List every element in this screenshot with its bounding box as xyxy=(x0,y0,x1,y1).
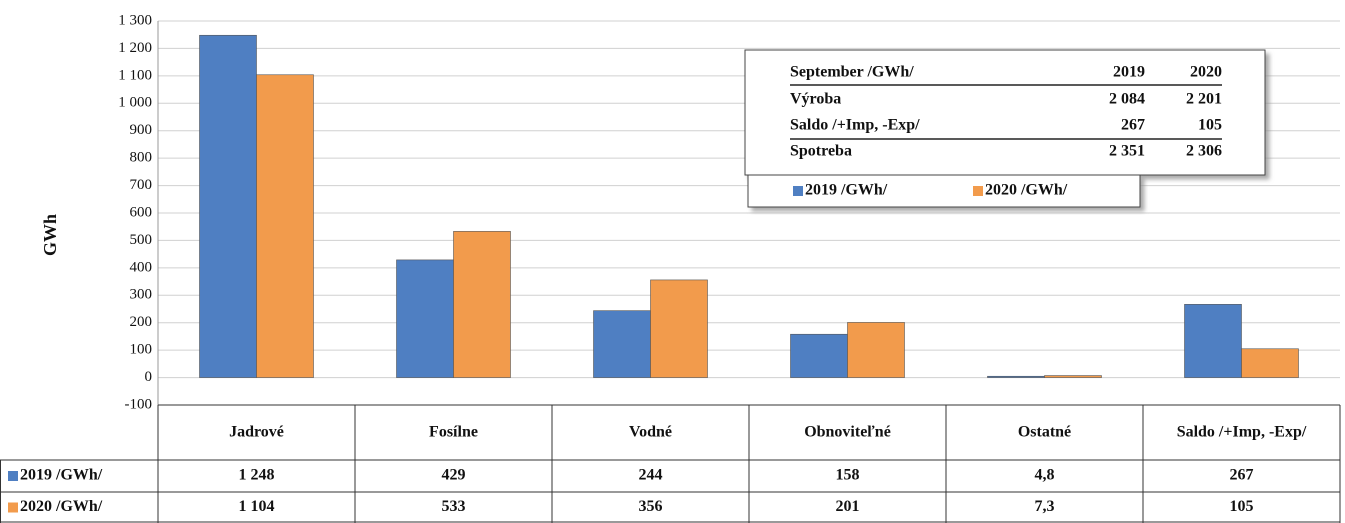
bar xyxy=(847,322,905,378)
bar xyxy=(453,231,511,378)
inset-cell: 267 xyxy=(1121,117,1145,134)
y-tick-label: 400 xyxy=(130,259,153,275)
inset-box xyxy=(744,49,1266,176)
inset-cell: Saldo /+Imp, -Exp/ xyxy=(790,117,920,134)
data-label: 158 xyxy=(836,467,860,484)
bar xyxy=(593,310,651,378)
x-tick-label: Fosílne xyxy=(429,424,478,441)
inset-cell: 2 201 xyxy=(1186,91,1222,108)
bar xyxy=(987,375,1045,378)
bar xyxy=(1044,375,1102,378)
y-tick-label: 700 xyxy=(130,177,153,193)
x-tick-label: Saldo /+Imp, -Exp/ xyxy=(1177,424,1307,441)
inset-cell: 2 306 xyxy=(1186,143,1222,160)
data-label: 1 104 xyxy=(239,498,275,515)
inset-cell: Spotreba xyxy=(790,143,852,160)
y-tick-label: 1 200 xyxy=(118,40,152,56)
y-tick-label: -100 xyxy=(125,396,153,412)
bar xyxy=(199,34,257,378)
legend-swatch xyxy=(8,502,18,513)
x-tick-label: Ostatné xyxy=(1018,424,1071,441)
inset-header: 2019 xyxy=(1113,64,1145,81)
data-label: 7,3 xyxy=(1035,498,1055,515)
legend-swatch xyxy=(8,471,18,481)
x-tick-label: Vodné xyxy=(629,424,672,441)
legend-label: 2020 /GWh/ xyxy=(985,182,1068,199)
data-label: 356 xyxy=(639,498,663,515)
x-tick-label: Jadrové xyxy=(229,424,284,441)
bar xyxy=(650,279,708,378)
table-row-header: 2019 /GWh/ xyxy=(20,467,103,484)
data-label: 4,8 xyxy=(1035,467,1055,484)
data-label: 267 xyxy=(1230,467,1254,484)
table-row-header: 2020 /GWh/ xyxy=(20,498,103,515)
y-tick-label: 1 000 xyxy=(118,95,152,111)
bar xyxy=(256,74,314,378)
data-label: 105 xyxy=(1230,498,1254,515)
legend-swatch xyxy=(973,186,983,196)
bar xyxy=(1241,348,1299,378)
inset-cell: 105 xyxy=(1198,117,1222,134)
y-tick-label: 200 xyxy=(130,314,153,330)
inset-cell: 2 351 xyxy=(1109,143,1145,160)
data-label: 244 xyxy=(639,467,663,484)
y-tick-label: 500 xyxy=(130,232,153,248)
y-tick-label: 1 300 xyxy=(118,12,152,28)
y-tick-label: 900 xyxy=(130,122,153,138)
y-axis-title: GWh xyxy=(40,214,60,256)
y-tick-label: 0 xyxy=(145,369,153,385)
y-tick-label: 1 100 xyxy=(118,67,152,83)
data-label: 533 xyxy=(442,498,466,515)
data-label: 1 248 xyxy=(239,467,275,484)
data-label: 429 xyxy=(442,467,466,484)
y-tick-label: 600 xyxy=(130,204,153,220)
y-tick-label: 100 xyxy=(130,342,153,358)
bar xyxy=(396,259,454,378)
legend-swatch xyxy=(793,186,803,196)
inset-header: September /GWh/ xyxy=(790,64,914,81)
x-tick-label: Obnoviteľné xyxy=(804,424,891,441)
inset-header: 2020 xyxy=(1190,64,1222,81)
inset-cell: 2 084 xyxy=(1109,91,1145,108)
legend-box xyxy=(747,174,1141,208)
y-tick-label: 800 xyxy=(130,150,153,166)
bar xyxy=(790,333,848,378)
data-label: 201 xyxy=(836,498,860,515)
y-tick-label: 300 xyxy=(130,287,153,303)
inset-cell: Výroba xyxy=(790,91,841,108)
legend-label: 2019 /GWh/ xyxy=(805,182,888,199)
bar xyxy=(1184,304,1242,378)
